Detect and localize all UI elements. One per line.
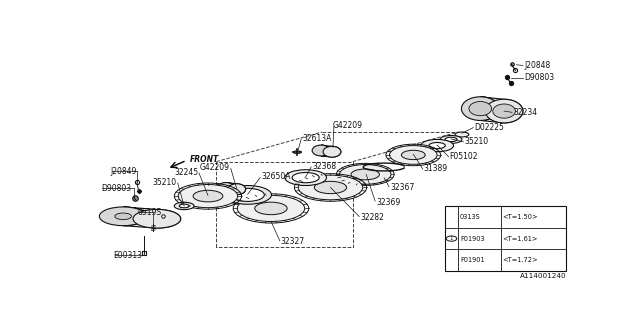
Ellipse shape — [255, 202, 287, 215]
Text: 31389: 31389 — [424, 164, 448, 173]
Ellipse shape — [401, 150, 425, 160]
Ellipse shape — [298, 175, 363, 200]
Text: <T=1.50>: <T=1.50> — [502, 214, 538, 220]
Text: D90803: D90803 — [101, 184, 131, 193]
Ellipse shape — [178, 185, 237, 208]
Text: 35210: 35210 — [465, 137, 488, 146]
Text: F05102: F05102 — [449, 152, 478, 161]
Text: 32613A: 32613A — [302, 134, 332, 143]
Ellipse shape — [224, 186, 271, 204]
Ellipse shape — [469, 101, 492, 116]
Ellipse shape — [285, 170, 326, 186]
Bar — [445, 206, 566, 271]
Text: 0313S: 0313S — [460, 214, 481, 220]
Ellipse shape — [312, 145, 330, 156]
Ellipse shape — [314, 181, 347, 194]
Text: 32327: 32327 — [281, 237, 305, 246]
Ellipse shape — [292, 172, 319, 183]
Text: F01903: F01903 — [460, 236, 484, 242]
Text: <T=1.61>: <T=1.61> — [502, 236, 538, 242]
Ellipse shape — [420, 140, 454, 152]
Text: 32368: 32368 — [312, 162, 336, 171]
Ellipse shape — [231, 188, 264, 201]
Ellipse shape — [323, 146, 341, 157]
Text: G42209: G42209 — [333, 121, 363, 130]
Ellipse shape — [174, 202, 194, 210]
Ellipse shape — [133, 209, 180, 228]
Ellipse shape — [237, 195, 305, 221]
Polygon shape — [123, 207, 180, 228]
Text: J20848: J20848 — [524, 61, 550, 70]
Text: 1: 1 — [450, 236, 453, 241]
Text: 32367: 32367 — [390, 183, 414, 192]
Ellipse shape — [339, 164, 391, 184]
Ellipse shape — [179, 204, 189, 208]
Text: 32369: 32369 — [376, 198, 401, 207]
Polygon shape — [480, 97, 523, 123]
Ellipse shape — [115, 213, 131, 220]
Ellipse shape — [493, 104, 515, 118]
Text: F01901: F01901 — [460, 257, 484, 263]
Text: 32282: 32282 — [360, 212, 384, 221]
Ellipse shape — [193, 190, 223, 202]
Text: G42209: G42209 — [200, 163, 230, 172]
Text: <T=1.72>: <T=1.72> — [502, 257, 538, 263]
Ellipse shape — [217, 182, 235, 193]
Text: 32650A: 32650A — [261, 172, 291, 181]
Text: 35210: 35210 — [152, 178, 177, 187]
Text: 0519S: 0519S — [137, 208, 161, 217]
Text: J20849: J20849 — [111, 167, 137, 176]
Text: D02225: D02225 — [474, 123, 504, 132]
Ellipse shape — [390, 146, 437, 164]
Ellipse shape — [445, 137, 457, 141]
Text: E00313: E00313 — [114, 251, 143, 260]
Ellipse shape — [461, 97, 499, 120]
Ellipse shape — [99, 207, 147, 226]
Ellipse shape — [485, 99, 523, 123]
Ellipse shape — [351, 169, 380, 180]
Text: A114001240: A114001240 — [520, 273, 566, 279]
Polygon shape — [226, 182, 246, 195]
Text: D90803: D90803 — [524, 73, 554, 82]
Ellipse shape — [440, 135, 462, 143]
Text: 32245: 32245 — [174, 168, 198, 177]
Ellipse shape — [455, 132, 469, 137]
Text: FRONT: FRONT — [190, 155, 220, 164]
Ellipse shape — [429, 142, 445, 149]
Polygon shape — [321, 145, 341, 157]
Ellipse shape — [228, 184, 246, 195]
Text: 32234: 32234 — [513, 108, 537, 117]
